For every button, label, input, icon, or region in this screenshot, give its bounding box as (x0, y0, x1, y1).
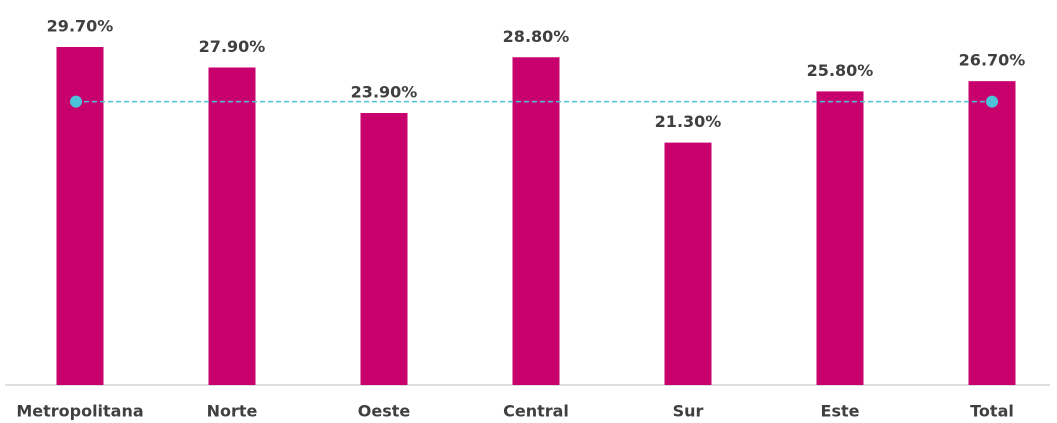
bar (208, 67, 256, 386)
x-tick-label: Oeste (358, 402, 411, 421)
x-tick-label: Sur (673, 402, 704, 421)
value-label: 28.80% (503, 27, 570, 46)
value-label: 25.80% (807, 61, 874, 80)
value-label: 23.90% (351, 83, 418, 102)
bar (360, 113, 408, 385)
value-label: 29.70% (47, 17, 114, 36)
x-tick-label: Total (970, 402, 1014, 421)
value-label: 27.90% (199, 37, 266, 56)
bar (664, 142, 712, 385)
bar (816, 91, 864, 386)
bar (968, 81, 1016, 386)
x-tick-label: Norte (207, 402, 258, 421)
x-tick-label: Metropolitana (16, 402, 143, 421)
x-tick-label: Este (821, 402, 860, 421)
bar (512, 57, 560, 385)
reference-dot (986, 95, 998, 108)
value-label: 26.70% (959, 51, 1026, 70)
x-tick-label: Central (503, 402, 569, 421)
value-label: 21.30% (655, 112, 722, 131)
reference-dot (70, 95, 82, 108)
